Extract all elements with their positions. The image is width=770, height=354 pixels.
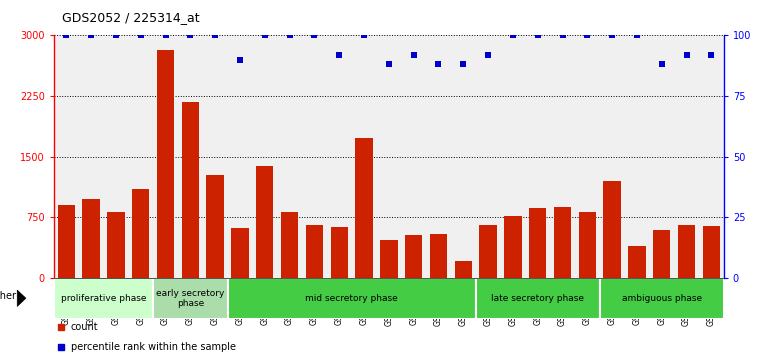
Point: [308, 33, 320, 38]
Point: [557, 33, 569, 38]
Polygon shape: [17, 290, 26, 306]
Bar: [380, 240, 397, 278]
Point: [234, 57, 246, 62]
Point: [60, 33, 72, 38]
Point: [110, 33, 122, 38]
Bar: [306, 225, 323, 278]
Bar: [330, 227, 348, 278]
Point: [184, 33, 196, 38]
Point: [383, 62, 395, 67]
Point: [407, 52, 420, 58]
Bar: [206, 175, 224, 278]
Point: [358, 33, 370, 38]
Text: percentile rank within the sample: percentile rank within the sample: [71, 342, 236, 352]
Bar: [405, 235, 422, 278]
Bar: [281, 212, 298, 278]
Text: mid secretory phase: mid secretory phase: [305, 294, 398, 303]
Bar: [476, 278, 600, 319]
Text: GDS2052 / 225314_at: GDS2052 / 225314_at: [62, 11, 199, 24]
Point: [457, 62, 470, 67]
Point: [159, 33, 172, 38]
Text: early secretory
phase: early secretory phase: [156, 289, 225, 308]
Bar: [600, 278, 724, 319]
Bar: [653, 230, 671, 278]
Bar: [228, 278, 476, 319]
Bar: [604, 181, 621, 278]
Point: [681, 52, 693, 58]
Bar: [153, 278, 228, 319]
Bar: [430, 234, 447, 278]
Point: [531, 33, 544, 38]
Point: [85, 33, 97, 38]
Point: [631, 33, 643, 38]
Text: count: count: [71, 322, 99, 332]
Bar: [480, 225, 497, 278]
Bar: [504, 216, 521, 278]
Bar: [58, 205, 75, 278]
Point: [581, 33, 594, 38]
Bar: [157, 50, 174, 278]
Point: [705, 52, 718, 58]
Point: [333, 52, 346, 58]
Point: [507, 33, 519, 38]
Bar: [54, 278, 153, 319]
Bar: [454, 261, 472, 278]
Bar: [529, 207, 547, 278]
Bar: [554, 207, 571, 278]
Text: ambiguous phase: ambiguous phase: [621, 294, 701, 303]
Point: [209, 33, 221, 38]
Bar: [231, 228, 249, 278]
Text: other: other: [0, 291, 16, 301]
Point: [135, 33, 147, 38]
Bar: [82, 200, 100, 278]
Bar: [703, 226, 720, 278]
Bar: [256, 166, 273, 278]
Bar: [678, 225, 695, 278]
Text: late secretory phase: late secretory phase: [491, 294, 584, 303]
Text: proliferative phase: proliferative phase: [61, 294, 146, 303]
Point: [482, 52, 494, 58]
Bar: [628, 246, 645, 278]
Bar: [182, 102, 199, 278]
Bar: [355, 138, 373, 278]
Bar: [132, 189, 149, 278]
Point: [432, 62, 444, 67]
Point: [259, 33, 271, 38]
Point: [283, 33, 296, 38]
Point: [655, 62, 668, 67]
Point: [606, 33, 618, 38]
Bar: [579, 212, 596, 278]
Bar: [107, 212, 125, 278]
